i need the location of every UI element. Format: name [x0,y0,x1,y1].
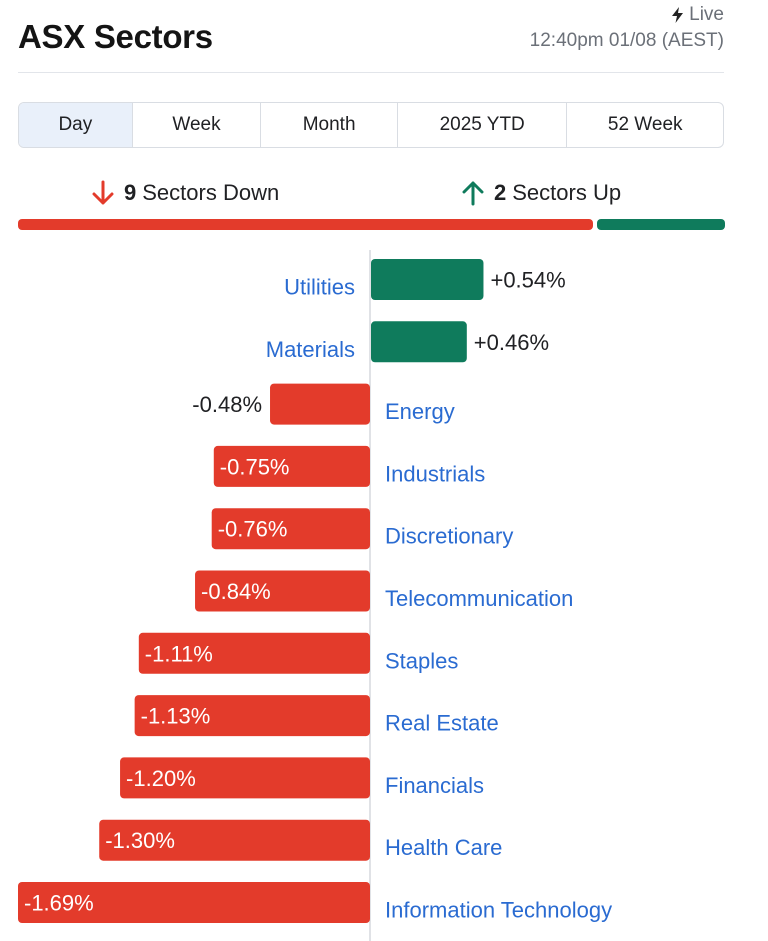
bar-materials[interactable] [371,321,467,363]
ratio-bar-up [597,219,725,230]
value-label-telecommunication: -0.84% [201,579,271,604]
bar-telecommunication[interactable] [195,570,370,612]
bar-energy[interactable] [270,383,370,425]
value-label-financials: -1.20% [126,766,196,791]
category-label-utilities[interactable]: Utilities [284,275,355,300]
sectors-down-label: Sectors Down [142,180,280,205]
value-label-industrials: -0.75% [220,454,290,479]
bar-health-care[interactable] [99,819,370,861]
bar-financials[interactable] [120,757,370,799]
value-label-materials: +0.46% [474,330,549,355]
value-label-health-care: -1.30% [105,828,175,853]
bar-industrials[interactable] [213,445,370,487]
category-label-discretionary[interactable]: Discretionary [385,524,513,549]
sectors-up-label: Sectors Up [512,180,622,205]
arrow-up-icon [462,180,484,206]
sector-bar-chart: +0.54% Utilities +0.46% Materials -0.48% Ener… [18,250,612,941]
timestamp: 12:40pm 01/08 (AEST) [529,30,724,51]
tab-52-week[interactable]: 52 Week [566,103,723,147]
header-divider [18,72,724,73]
tab-day[interactable]: Day [19,103,132,147]
page-title: ASX Sectors [18,18,213,55]
category-label-telecommunication[interactable]: Telecommunication [385,586,573,611]
bar-information-technology[interactable] [18,882,370,923]
category-label-energy[interactable]: Energy [385,399,455,424]
category-label-real-estate[interactable]: Real Estate [385,711,499,736]
bar-discretionary[interactable] [211,508,370,550]
category-label-industrials[interactable]: Industrials [385,461,485,486]
bar-utilities[interactable] [371,259,484,300]
ratio-bar-down [18,219,594,230]
tab-week[interactable]: Week [131,103,261,147]
sectors-up-summary: 2 Sectors Up [462,176,621,210]
live-label: Live [689,4,724,25]
sectors-up-count: 2 [494,180,507,205]
live-indicator: Live [671,4,724,26]
category-label-health-care[interactable]: Health Care [385,835,502,860]
tab-month[interactable]: Month [260,103,397,147]
value-label-discretionary: -0.76% [218,517,288,542]
value-label-real-estate: -1.13% [141,704,211,729]
value-label-utilities: +0.54% [490,268,565,293]
arrow-down-icon [92,180,114,206]
category-label-materials[interactable]: Materials [266,337,355,362]
bar-real-estate[interactable] [134,695,370,737]
value-label-energy: -0.48% [192,392,262,417]
category-label-information-technology[interactable]: Information Technology [385,898,612,923]
sector-ratio-bar [18,219,725,230]
lightning-bolt-icon [671,7,684,23]
period-tabs: Day Week Month 2025 YTD 52 Week [18,102,724,148]
value-label-information-technology: -1.69% [24,891,94,916]
tab-2025-ytd[interactable]: 2025 YTD [396,103,567,147]
sectors-down-count: 9 [124,180,137,205]
bar-staples[interactable] [138,632,370,674]
category-label-financials[interactable]: Financials [385,773,484,798]
sectors-down-summary: 9 Sectors Down [92,176,279,210]
category-label-staples[interactable]: Staples [385,648,458,673]
value-label-staples: -1.11% [145,641,213,666]
